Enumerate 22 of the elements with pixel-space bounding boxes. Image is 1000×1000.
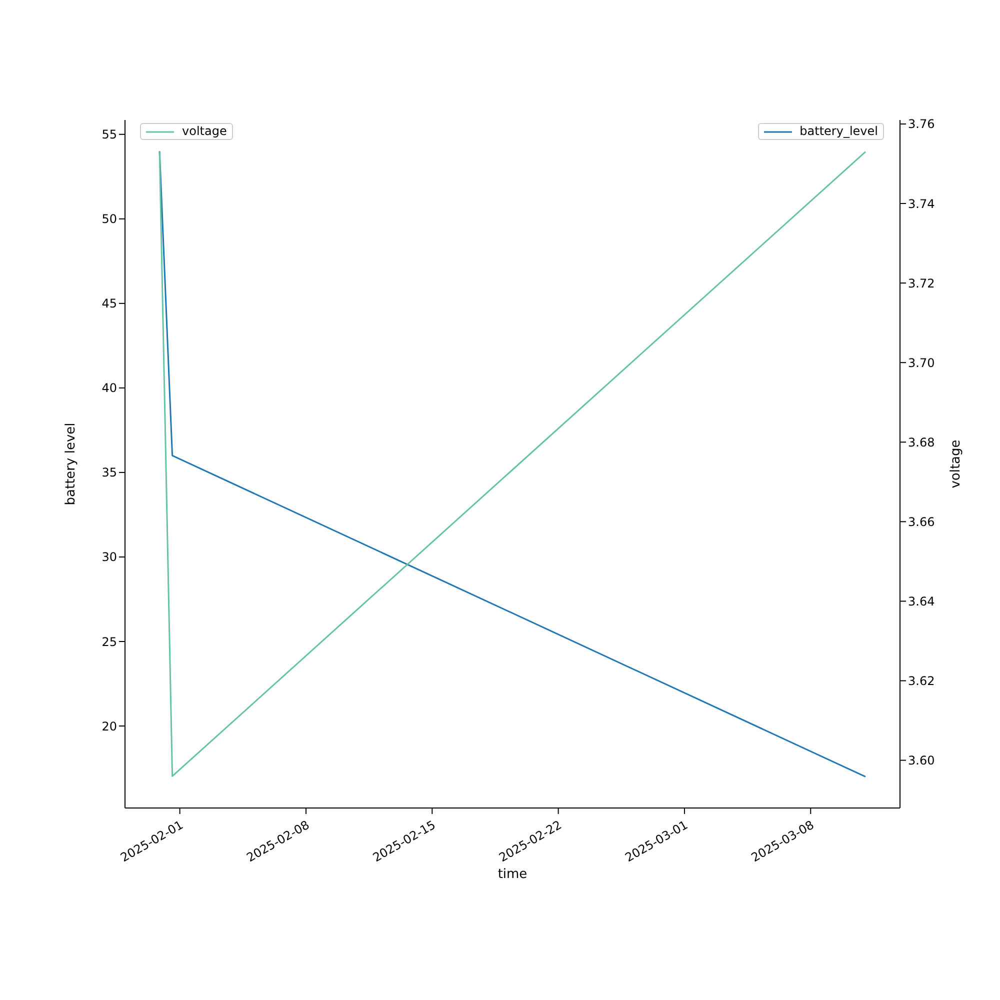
y-tick-label: 55	[102, 128, 117, 142]
y2-tick-label: 3.68	[908, 435, 935, 450]
y-tick-label: 35	[102, 466, 117, 480]
legend-label: battery_level	[800, 124, 878, 139]
y-axis-title: battery level	[64, 422, 79, 506]
y2-tick-label: 3.72	[908, 276, 935, 290]
legend-label: voltage	[182, 124, 227, 139]
y2-axis-title: voltage	[948, 440, 964, 488]
y2-tick-label: 3.74	[908, 196, 935, 211]
y-tick-label: 40	[102, 381, 117, 396]
y-tick-label: 50	[102, 212, 117, 226]
y-tick-label: 30	[102, 550, 117, 564]
y2-tick-label: 3.76	[908, 117, 935, 132]
y-tick-label: 45	[102, 296, 117, 311]
x-axis-title: time	[498, 867, 528, 882]
y2-tick-label: 3.70	[908, 356, 935, 370]
y-tick-label: 25	[102, 634, 117, 649]
y2-tick-label: 3.66	[908, 514, 935, 529]
y2-tick-label: 3.64	[908, 594, 935, 608]
y2-tick-label: 3.60	[908, 754, 935, 768]
y2-tick-label: 3.62	[908, 674, 935, 688]
y-tick-label: 20	[102, 719, 117, 734]
